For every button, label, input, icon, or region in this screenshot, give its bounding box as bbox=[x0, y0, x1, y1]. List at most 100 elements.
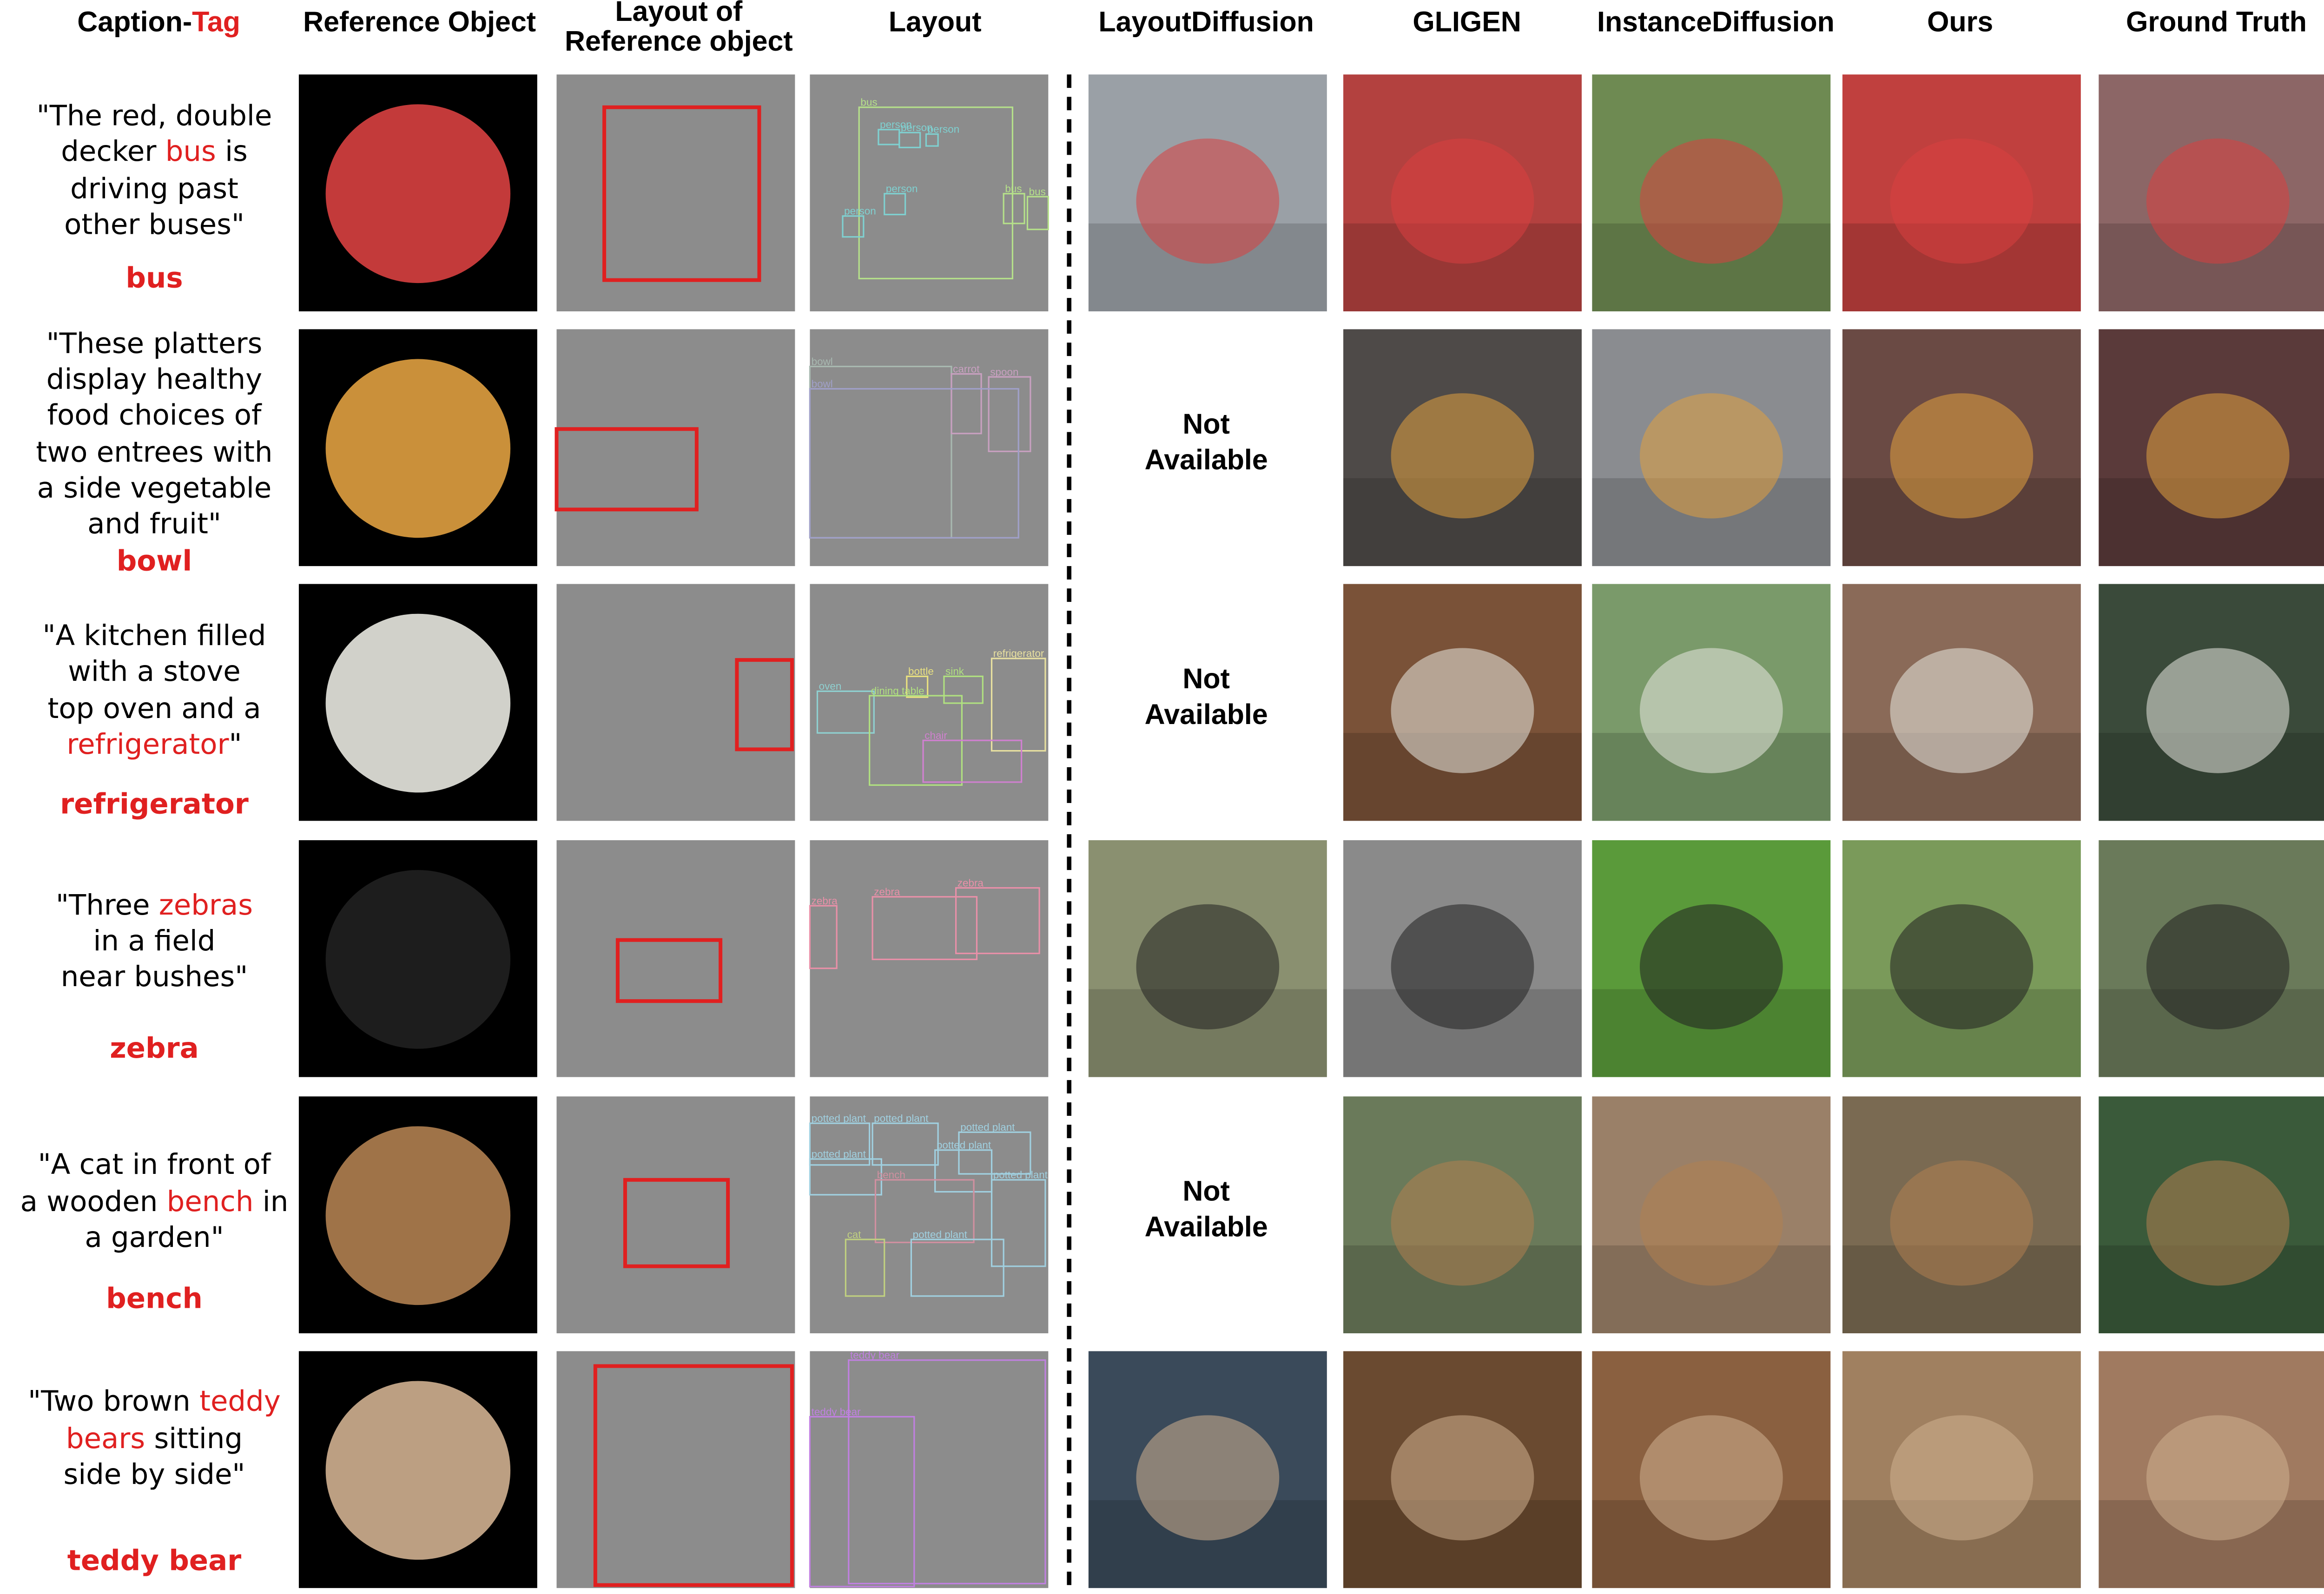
caption-segment: "Three bbox=[56, 889, 159, 922]
reference-box bbox=[623, 1178, 730, 1268]
caption-line: a garden" bbox=[85, 1221, 224, 1254]
caption-segment: top oven and a bbox=[47, 692, 261, 725]
caption-line: "Two brown teddy bbox=[28, 1385, 281, 1418]
column-header: Ours bbox=[1927, 6, 1993, 37]
column-header: Layout bbox=[889, 6, 982, 37]
image-subject bbox=[1136, 138, 1280, 264]
layout-label: potted plant bbox=[812, 1148, 866, 1160]
reference-box bbox=[555, 427, 699, 512]
caption-segment: a garden" bbox=[85, 1221, 224, 1254]
reference-object-shape bbox=[325, 613, 511, 793]
image-subject bbox=[2146, 1415, 2290, 1541]
reference-layout-canvas bbox=[556, 329, 795, 566]
layout-label: bowl bbox=[812, 356, 833, 367]
image-subject bbox=[1890, 904, 2034, 1030]
layout-label: person bbox=[928, 123, 960, 135]
caption-segment: near bushes" bbox=[61, 960, 248, 993]
caption-segment: " bbox=[229, 728, 242, 761]
caption-header: Caption- bbox=[77, 6, 192, 37]
layout-label: dining table bbox=[871, 685, 924, 697]
image-subject bbox=[1391, 138, 1534, 264]
image-subject bbox=[1391, 393, 1534, 519]
image-subject bbox=[1639, 648, 1783, 773]
caption-line: with a stove bbox=[68, 655, 241, 688]
reference-object-shape bbox=[325, 1126, 511, 1305]
caption-segment: in a field bbox=[93, 924, 216, 957]
image-subject bbox=[1391, 1415, 1534, 1541]
reference-object-shape bbox=[325, 359, 511, 538]
layout-label: bus bbox=[860, 97, 877, 108]
caption-segment: bears bbox=[66, 1422, 145, 1455]
image-subject bbox=[2146, 904, 2290, 1030]
layout-label: bottle bbox=[908, 665, 934, 677]
caption-line: decker bus is bbox=[61, 135, 248, 168]
tag-header: Tag bbox=[192, 6, 240, 37]
layout-box bbox=[898, 132, 921, 148]
layout-box bbox=[922, 739, 1023, 783]
not-available: Not bbox=[1182, 1175, 1229, 1207]
layout-box bbox=[925, 133, 939, 147]
layout-label: zebra bbox=[957, 877, 984, 889]
caption-line: "The red, double bbox=[37, 99, 272, 132]
reference-layout-canvas bbox=[556, 584, 795, 821]
caption-segment: a wooden bbox=[20, 1185, 167, 1218]
caption-line: "These platters bbox=[46, 327, 263, 360]
reference-object-shape bbox=[325, 104, 511, 283]
layout-canvas bbox=[810, 1096, 1049, 1334]
reference-box bbox=[602, 105, 761, 282]
layout-label: spoon bbox=[990, 366, 1018, 378]
layout-label: bench bbox=[877, 1169, 905, 1181]
caption-segment: other buses" bbox=[64, 208, 244, 241]
caption-segment: with a stove bbox=[68, 655, 241, 688]
tag: bowl bbox=[117, 545, 192, 578]
caption-segment: "These platters bbox=[46, 327, 263, 360]
caption-line: "A cat in front of bbox=[38, 1148, 271, 1181]
caption-line: in a field bbox=[93, 924, 216, 957]
caption-segment: side by side" bbox=[64, 1458, 245, 1491]
not-available: Available bbox=[1145, 1211, 1268, 1243]
layout-box bbox=[874, 1179, 975, 1244]
layout-label: bus bbox=[1005, 183, 1022, 195]
image-subject bbox=[2146, 393, 2290, 519]
image-subject bbox=[1391, 648, 1534, 773]
caption-line: food choices of bbox=[47, 399, 262, 432]
caption-line: a side vegetable bbox=[37, 472, 272, 505]
caption-line: "Three zebras bbox=[56, 889, 253, 922]
layout-box bbox=[809, 1122, 871, 1166]
layout-label: carrot bbox=[953, 363, 980, 375]
reference-box bbox=[615, 938, 723, 1003]
tag: teddy bear bbox=[67, 1544, 241, 1577]
image-subject bbox=[2146, 648, 2290, 773]
layout-box bbox=[845, 1238, 885, 1297]
layout-label: zebra bbox=[874, 886, 900, 898]
layout-box bbox=[809, 388, 1019, 539]
layout-box bbox=[910, 1238, 1004, 1297]
layout-label: potted plant bbox=[913, 1229, 968, 1240]
caption-segment: display healthy bbox=[46, 363, 262, 396]
image-subject bbox=[1639, 904, 1783, 1030]
layout-box bbox=[842, 215, 865, 238]
caption-segment: is bbox=[216, 135, 248, 168]
not-available: Not bbox=[1182, 408, 1229, 440]
image-subject bbox=[1890, 1160, 2034, 1286]
tag: bus bbox=[125, 262, 183, 295]
layout-label: bus bbox=[1029, 186, 1046, 198]
caption-segment: a side vegetable bbox=[37, 472, 272, 505]
caption-segment: "Two brown bbox=[28, 1385, 199, 1418]
image-subject bbox=[1639, 1415, 1783, 1541]
image-subject bbox=[1890, 138, 2034, 264]
layout-label: teddy bear bbox=[812, 1406, 861, 1417]
tag: zebra bbox=[110, 1032, 198, 1065]
layout-label: potted plant bbox=[937, 1140, 991, 1151]
column-header: Reference Object bbox=[303, 6, 536, 37]
caption-segment: "A kitchen filled bbox=[43, 619, 266, 652]
layout-label: refrigerator bbox=[993, 648, 1044, 659]
caption-segment: food choices of bbox=[47, 399, 262, 432]
layout-label: bowl bbox=[812, 378, 833, 389]
caption-line: other buses" bbox=[64, 208, 244, 241]
layout-box bbox=[958, 1131, 1031, 1175]
caption-segment: refrigerator bbox=[66, 728, 229, 761]
caption-line: display healthy bbox=[46, 363, 262, 396]
caption-line: "A kitchen filled bbox=[43, 619, 266, 652]
